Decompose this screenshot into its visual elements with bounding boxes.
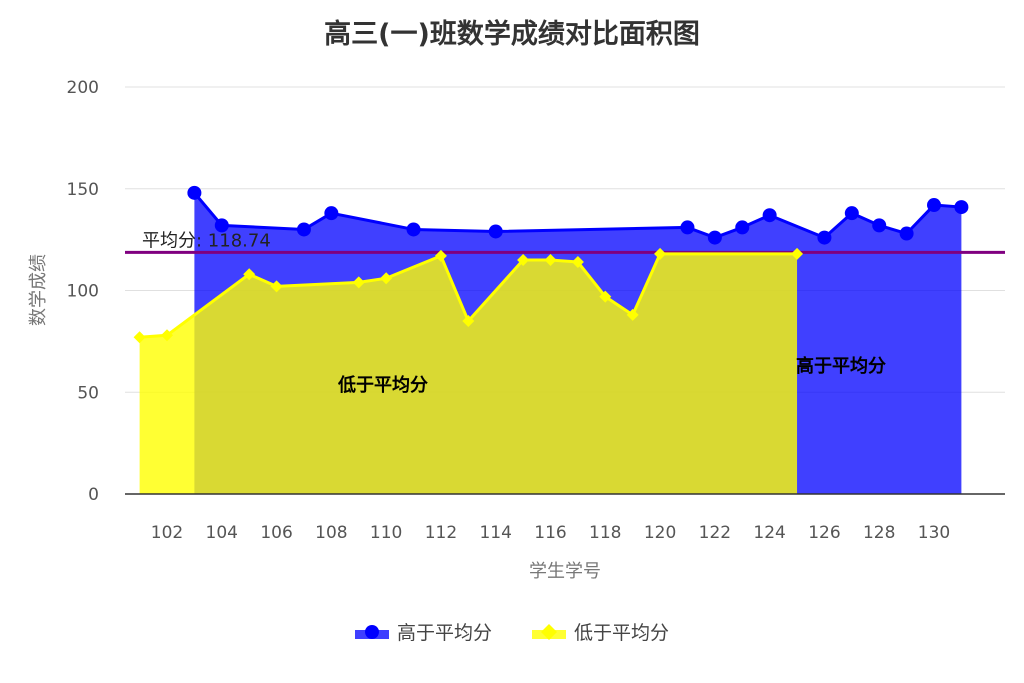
data-point[interactable] <box>270 280 283 293</box>
data-point[interactable] <box>406 222 421 237</box>
above-area-label: 高于平均分 <box>796 355 886 377</box>
data-point[interactable] <box>133 331 146 344</box>
x-tick-label: 108 <box>315 523 347 543</box>
data-point[interactable] <box>434 249 447 262</box>
x-tick-label: 122 <box>699 523 731 543</box>
y-tick-label: 0 <box>88 485 99 505</box>
data-point[interactable] <box>954 200 969 215</box>
data-point[interactable] <box>872 218 887 233</box>
y-tick-label: 50 <box>77 383 99 403</box>
x-axis-title: 学生学号 <box>529 561 601 582</box>
area-below <box>139 253 798 494</box>
average-label: 平均分: 118.74 <box>142 230 271 251</box>
y-tick-label: 150 <box>67 180 99 200</box>
x-tick-label: 124 <box>753 523 785 543</box>
x-tick-label: 126 <box>808 523 840 543</box>
x-tick-label: 120 <box>644 523 676 543</box>
data-point[interactable] <box>791 247 804 260</box>
axes: 0 50 100 150 200 102 104 106 108 110 112 114 116 118 1… <box>28 78 1005 582</box>
diamond-line-icon <box>532 623 566 640</box>
y-axis-title: 数学成绩 <box>28 254 49 326</box>
data-point[interactable] <box>707 230 722 245</box>
data-point[interactable] <box>380 272 393 285</box>
data-point[interactable] <box>735 220 750 235</box>
data-point[interactable] <box>844 206 859 221</box>
data-point[interactable] <box>296 222 311 237</box>
data-point[interactable] <box>599 290 612 303</box>
y-tick-label: 100 <box>67 282 99 302</box>
legend-item-above[interactable]: 高于平均分 <box>354 618 492 645</box>
data-point[interactable] <box>899 226 914 241</box>
data-point[interactable] <box>214 218 229 233</box>
x-tick-label: 112 <box>425 523 457 543</box>
data-markers[interactable] <box>133 185 969 344</box>
data-point[interactable] <box>243 268 256 281</box>
data-point[interactable] <box>187 185 202 200</box>
data-point[interactable] <box>161 329 173 342</box>
x-tick-label: 104 <box>206 523 238 543</box>
x-tick-label: 102 <box>151 523 183 543</box>
legend: 高于平均分 低于平均分 <box>0 618 1024 645</box>
series-line <box>193 191 962 240</box>
data-point[interactable] <box>817 230 832 245</box>
chart-title: 高三(一)班数学成绩对比面积图 <box>324 19 700 50</box>
data-point[interactable] <box>517 253 530 266</box>
data-point[interactable] <box>324 206 339 221</box>
data-point[interactable] <box>462 315 475 328</box>
x-tick-label: 118 <box>589 523 621 543</box>
data-point[interactable] <box>680 220 695 235</box>
x-tick-label: 128 <box>863 523 895 543</box>
legend-label: 高于平均分 <box>396 622 492 644</box>
annotations: 低于平均分 高于平均分 <box>337 355 886 396</box>
circle-line-icon <box>354 624 389 639</box>
x-tick-label: 116 <box>534 523 566 543</box>
x-tick-label: 114 <box>479 523 511 543</box>
below-area-label: 低于平均分 <box>337 374 428 396</box>
x-tick-label: 130 <box>918 523 950 543</box>
legend-label: 低于平均分 <box>574 622 670 644</box>
x-tick-label: 110 <box>370 523 402 543</box>
data-point[interactable] <box>488 224 503 239</box>
data-point[interactable] <box>544 253 557 266</box>
legend-item-below[interactable]: 低于平均分 <box>532 618 669 645</box>
x-tick-label: 106 <box>260 523 292 543</box>
data-point[interactable] <box>927 198 941 213</box>
data-point[interactable] <box>352 276 365 289</box>
data-point[interactable] <box>571 256 584 269</box>
data-point[interactable] <box>654 247 667 260</box>
data-point[interactable] <box>626 308 639 321</box>
y-tick-label: 200 <box>67 78 99 98</box>
average-line: 平均分: 118.74 <box>125 230 1005 254</box>
series-areas <box>139 192 962 494</box>
data-point[interactable] <box>762 208 777 223</box>
